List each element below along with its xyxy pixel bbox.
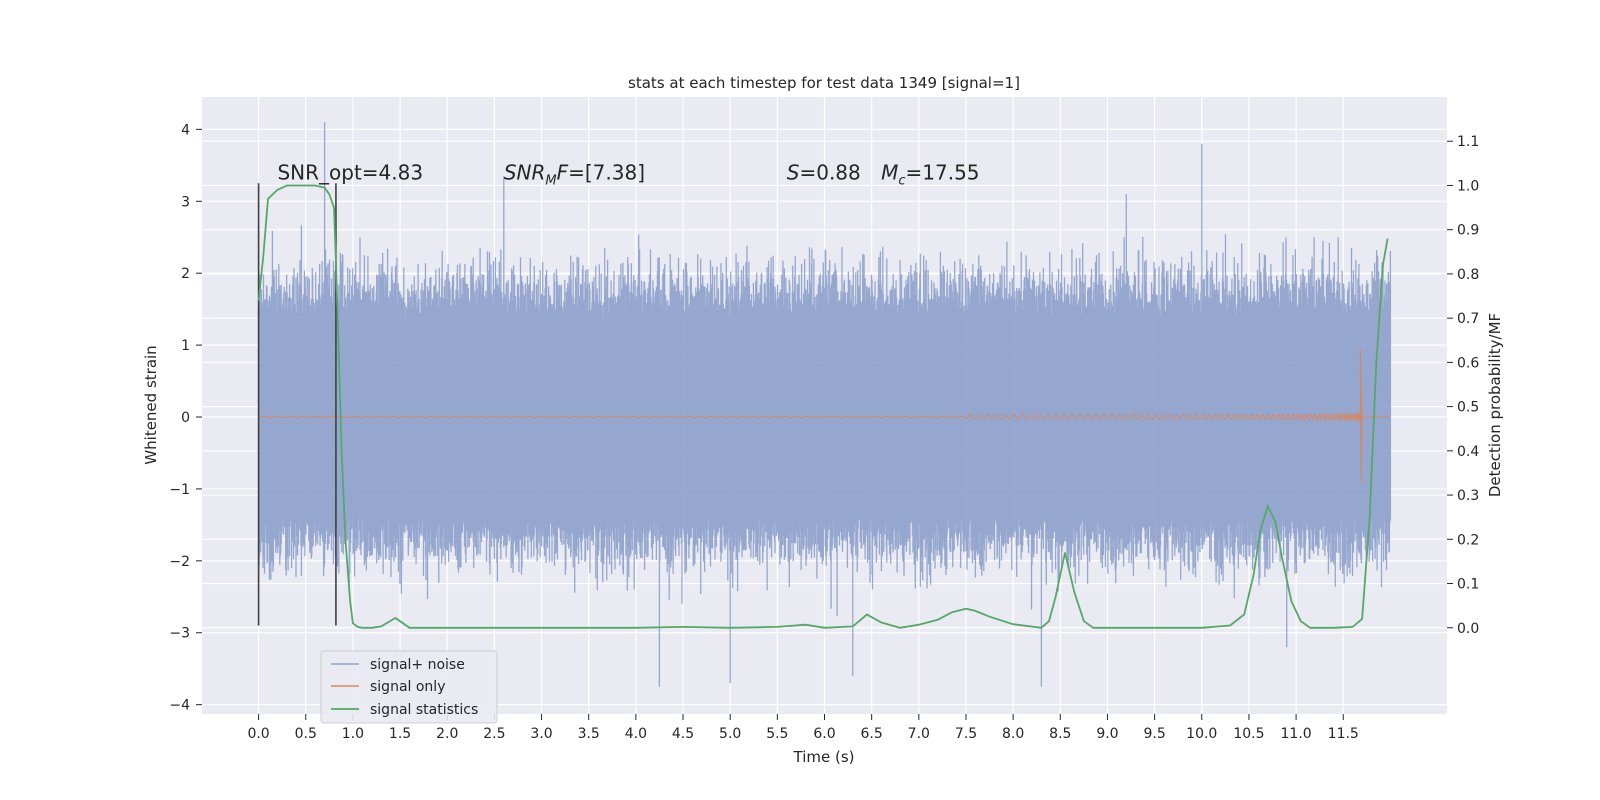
y-left-tick-label: 1 — [181, 338, 190, 354]
legend-label-signal: signal only — [370, 679, 445, 695]
chart-title: stats at each timestep for test data 134… — [628, 74, 1020, 92]
x-tick-label: 8.0 — [1002, 726, 1024, 742]
x-tick-label: 3.0 — [530, 726, 552, 742]
y-right-tick-label: 0.8 — [1457, 267, 1479, 283]
y-right-tick-label: 0.5 — [1457, 400, 1479, 416]
x-tick-label: 5.5 — [766, 726, 788, 742]
y-right-axis-ticks: 0.0 0.1 0.2 0.3 0.4 0.5 0.6 0.7 0.8 0.9 1.0 1.1 — [1447, 134, 1479, 637]
y-left-tick-label: −4 — [169, 698, 190, 714]
x-tick-label: 6.0 — [813, 726, 835, 742]
annotation-mc-value: Mc=17.55 — [881, 161, 979, 189]
signal-statistics-series — [257, 184, 1389, 629]
y-right-tick-label: 0.9 — [1457, 223, 1479, 239]
y-right-tick-label: 0.7 — [1457, 311, 1479, 327]
y-right-tick-label: 0.4 — [1457, 444, 1479, 460]
x-tick-label: 0.5 — [295, 726, 317, 742]
signal-only-series — [258, 348, 1391, 482]
x-tick-label: 7.0 — [908, 726, 930, 742]
y-left-tick-label: −2 — [169, 554, 190, 570]
x-tick-label: 11.0 — [1281, 726, 1312, 742]
x-tick-label: 4.0 — [625, 726, 647, 742]
y-right-axis-label: Detection probability/MF — [1486, 313, 1504, 497]
y-left-tick-label: −3 — [169, 626, 190, 642]
x-tick-label: 10.0 — [1186, 726, 1217, 742]
y-left-tick-label: 2 — [181, 266, 190, 282]
y-right-tick-label: 0.1 — [1457, 577, 1479, 593]
x-tick-label: 9.0 — [1096, 726, 1118, 742]
x-tick-label: 2.5 — [483, 726, 505, 742]
x-tick-label: 1.0 — [342, 726, 364, 742]
x-tick-label: 1.5 — [389, 726, 411, 742]
x-axis-ticks: 0.0 0.5 1.0 1.5 2.0 2.5 3.0 3.5 4.0 4.5 5.0 5.5 6.0 6… — [247, 714, 1359, 742]
annotation-snr-mf: SNRMF=[7.38] — [504, 161, 645, 189]
y-left-tick-label: 3 — [181, 194, 190, 210]
y-right-tick-label: 1.0 — [1457, 178, 1479, 194]
x-tick-label: 5.0 — [719, 726, 741, 742]
y-left-tick-label: −1 — [169, 482, 190, 498]
x-tick-label: 11.5 — [1328, 726, 1359, 742]
x-tick-label: 8.5 — [1049, 726, 1071, 742]
legend-label-noise: signal+ noise — [370, 657, 465, 673]
x-axis-label: Time (s) — [793, 748, 855, 766]
annotations: SNR_opt=4.83 SNRMF=[7.38] S=0.88 Mc=17.55 — [277, 161, 979, 189]
y-right-tick-label: 0.6 — [1457, 355, 1479, 371]
y-right-tick-label: 1.1 — [1457, 134, 1479, 150]
x-tick-label: 7.5 — [955, 726, 977, 742]
legend-label-stats: signal statistics — [370, 702, 478, 718]
y-left-tick-label: 0 — [181, 410, 190, 426]
y-right-tick-label: 0.0 — [1457, 621, 1479, 637]
legend: signal+ noise signal only signal statist… — [320, 650, 498, 724]
y-left-axis-ticks: −4 −3 −2 −1 0 1 2 3 4 — [169, 122, 202, 714]
y-left-tick-label: 4 — [181, 122, 190, 138]
x-tick-label: 4.5 — [672, 726, 694, 742]
x-tick-label: 0.0 — [247, 726, 269, 742]
legend-box — [320, 650, 498, 724]
y-right-tick-label: 0.3 — [1457, 488, 1479, 504]
plot-area — [257, 122, 1392, 687]
x-tick-label: 9.5 — [1143, 726, 1165, 742]
annotation-snr-opt: SNR_opt=4.83 — [277, 161, 423, 185]
x-tick-label: 6.5 — [861, 726, 883, 742]
x-tick-label: 2.0 — [436, 726, 458, 742]
x-tick-label: 3.5 — [578, 726, 600, 742]
y-left-axis-label: Whitened strain — [142, 345, 160, 464]
x-tick-label: 10.5 — [1233, 726, 1264, 742]
annotation-s-value: S=0.88 — [787, 161, 861, 185]
y-right-tick-label: 0.2 — [1457, 532, 1479, 548]
